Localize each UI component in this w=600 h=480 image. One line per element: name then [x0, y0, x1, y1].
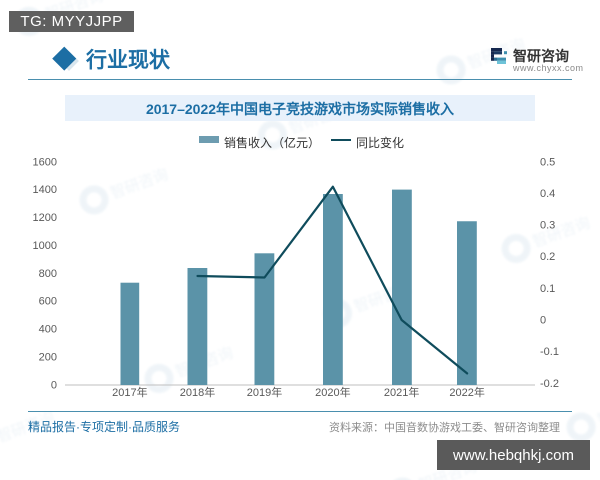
svg-text:0.2: 0.2 [540, 251, 555, 263]
svg-text:-0.2: -0.2 [540, 378, 559, 390]
svg-text:1600: 1600 [33, 157, 57, 169]
svg-text:2021年: 2021年 [384, 385, 419, 399]
svg-text:0.4: 0.4 [540, 188, 555, 200]
svg-text:0: 0 [540, 315, 546, 327]
svg-text:1400: 1400 [33, 184, 57, 196]
svg-text:-0.1: -0.1 [540, 346, 559, 358]
svg-text:600: 600 [39, 296, 57, 308]
svg-text:1200: 1200 [33, 212, 57, 224]
svg-text:2022年: 2022年 [449, 385, 484, 399]
svg-text:0.5: 0.5 [540, 157, 555, 169]
svg-text:2018年: 2018年 [180, 385, 215, 399]
svg-text:400: 400 [39, 324, 57, 336]
svg-text:800: 800 [39, 268, 57, 280]
svg-text:200: 200 [39, 352, 57, 364]
svg-text:2020年: 2020年 [315, 385, 350, 399]
svg-text:2017年: 2017年 [112, 385, 147, 399]
svg-text:2019年: 2019年 [247, 385, 282, 399]
svg-text:0: 0 [51, 380, 57, 392]
svg-text:0.1: 0.1 [540, 283, 555, 295]
svg-text:0.3: 0.3 [540, 220, 555, 232]
svg-text:1000: 1000 [33, 240, 57, 252]
